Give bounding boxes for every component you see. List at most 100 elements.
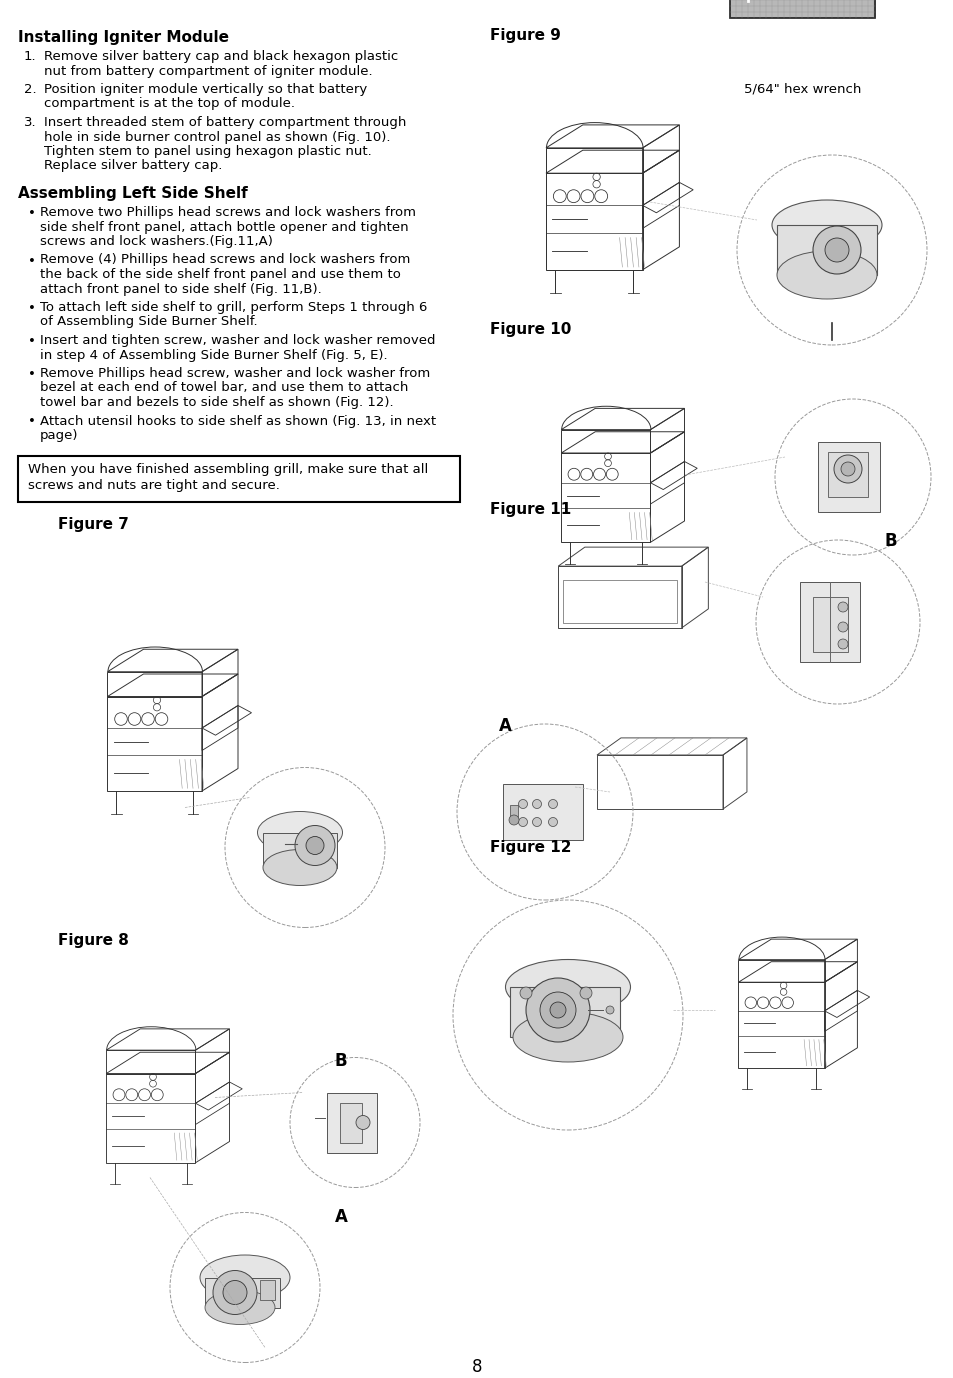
Circle shape [355,1116,370,1130]
Text: A: A [335,1207,348,1225]
Circle shape [837,621,847,633]
Text: Figure 12: Figure 12 [490,841,571,854]
Text: B: B [884,532,897,550]
Circle shape [550,1002,565,1018]
Bar [545,147,642,174]
Bar [108,671,202,696]
Bar [327,1093,376,1152]
Text: 3.: 3. [24,116,36,130]
Text: Installing Igniter Module: Installing Igniter Module [18,30,229,45]
Text: Insert threaded stem of battery compartment through: Insert threaded stem of battery compartm… [44,116,406,130]
Bar [560,430,650,453]
Text: Figure 9: Figure 9 [490,28,560,43]
Bar [510,805,517,817]
Circle shape [824,238,848,262]
Bar [560,453,650,543]
Bar [817,442,879,513]
Bar [545,174,642,270]
Text: 5/64" hex wrench: 5/64" hex wrench [743,83,861,96]
Circle shape [548,817,557,827]
Circle shape [294,825,335,865]
Text: To attach left side shelf to grill, perform Steps 1 through 6: To attach left side shelf to grill, perf… [40,300,427,314]
Bar [205,1277,280,1308]
Bar [18,456,459,502]
Circle shape [525,978,589,1042]
Bar [738,959,823,983]
Circle shape [605,1006,614,1014]
Ellipse shape [263,849,336,886]
Bar [800,582,859,661]
Text: •: • [28,335,36,349]
Circle shape [306,836,324,854]
Text: •: • [28,302,36,316]
Bar [260,1280,274,1299]
Text: the back of the side shelf front panel and use them to: the back of the side shelf front panel a… [40,267,400,281]
Bar [738,983,823,1068]
Circle shape [837,639,847,649]
Circle shape [548,799,557,809]
Text: •: • [28,368,36,380]
Text: hole in side burner control panel as shown (Fig. 10).: hole in side burner control panel as sho… [44,131,390,143]
Text: Remove silver battery cap and black hexagon plastic: Remove silver battery cap and black hexa… [44,50,397,63]
Ellipse shape [257,812,342,853]
Text: bezel at each end of towel bar, and use them to attach: bezel at each end of towel bar, and use … [40,382,408,394]
Bar [263,832,336,868]
Text: page): page) [40,429,78,442]
Bar [827,452,867,497]
Text: towel bar and bezels to side shelf as shown (Fig. 12).: towel bar and bezels to side shelf as sh… [40,395,394,409]
Text: Replace silver battery cap.: Replace silver battery cap. [44,160,222,172]
Circle shape [519,987,532,999]
Circle shape [837,602,847,612]
Bar [562,580,677,623]
Text: Figure 8: Figure 8 [58,933,129,948]
Text: screws and nuts are tight and secure.: screws and nuts are tight and secure. [28,480,279,492]
Text: •: • [28,255,36,267]
Text: Remove two Phillips head screws and lock washers from: Remove two Phillips head screws and lock… [40,205,416,219]
Ellipse shape [513,1011,622,1062]
Text: side shelf front panel, attach bottle opener and tighten: side shelf front panel, attach bottle op… [40,220,408,233]
Ellipse shape [776,251,876,299]
Bar [558,566,681,628]
Circle shape [579,987,592,999]
Text: Assembling Left Side Shelf: Assembling Left Side Shelf [18,186,248,201]
Circle shape [223,1280,247,1305]
Bar [510,987,619,1038]
Ellipse shape [205,1291,274,1324]
Text: Position igniter module vertically so that battery: Position igniter module vertically so th… [44,83,367,96]
Text: 2.: 2. [24,83,36,96]
Bar [502,784,582,841]
Text: compartment is at the top of module.: compartment is at the top of module. [44,98,294,110]
Text: of Assembling Side Burner Shelf.: of Assembling Side Burner Shelf. [40,316,257,328]
Bar [776,225,876,276]
Text: Attach utensil hooks to side shelf as shown (Fig. 13, in next: Attach utensil hooks to side shelf as sh… [40,415,436,427]
Text: •: • [28,416,36,429]
Text: Figure 10: Figure 10 [490,322,571,338]
Bar [597,755,722,809]
Circle shape [539,992,576,1028]
Ellipse shape [200,1255,290,1299]
Bar [729,0,874,18]
Circle shape [532,799,541,809]
Bar [339,1102,361,1142]
Circle shape [213,1271,256,1315]
Text: in step 4 of Assembling Side Burner Shelf (Fig. 5, E).: in step 4 of Assembling Side Burner Shel… [40,349,387,361]
Text: Remove (4) Phillips head screws and lock washers from: Remove (4) Phillips head screws and lock… [40,254,410,266]
Text: nut from battery compartment of igniter module.: nut from battery compartment of igniter … [44,65,373,77]
Ellipse shape [771,200,882,249]
Text: Figure 11: Figure 11 [490,502,571,517]
Text: 1.: 1. [24,50,36,63]
Text: screws and lock washers.(Fig.11,A): screws and lock washers.(Fig.11,A) [40,236,273,248]
Text: A: A [498,717,512,734]
Bar [812,597,847,652]
Bar [106,1050,195,1073]
Text: Figure 7: Figure 7 [58,518,129,532]
Circle shape [509,814,518,825]
Text: Remove Phillips head screw, washer and lock washer from: Remove Phillips head screw, washer and l… [40,367,430,380]
Text: •: • [28,207,36,220]
Text: Tighten stem to panel using hexagon plastic nut.: Tighten stem to panel using hexagon plas… [44,145,372,158]
Text: B: B [335,1053,347,1071]
Text: When you have finished assembling grill, make sure that all: When you have finished assembling grill,… [28,463,428,477]
Circle shape [518,817,527,827]
Circle shape [532,817,541,827]
Ellipse shape [505,959,630,1014]
